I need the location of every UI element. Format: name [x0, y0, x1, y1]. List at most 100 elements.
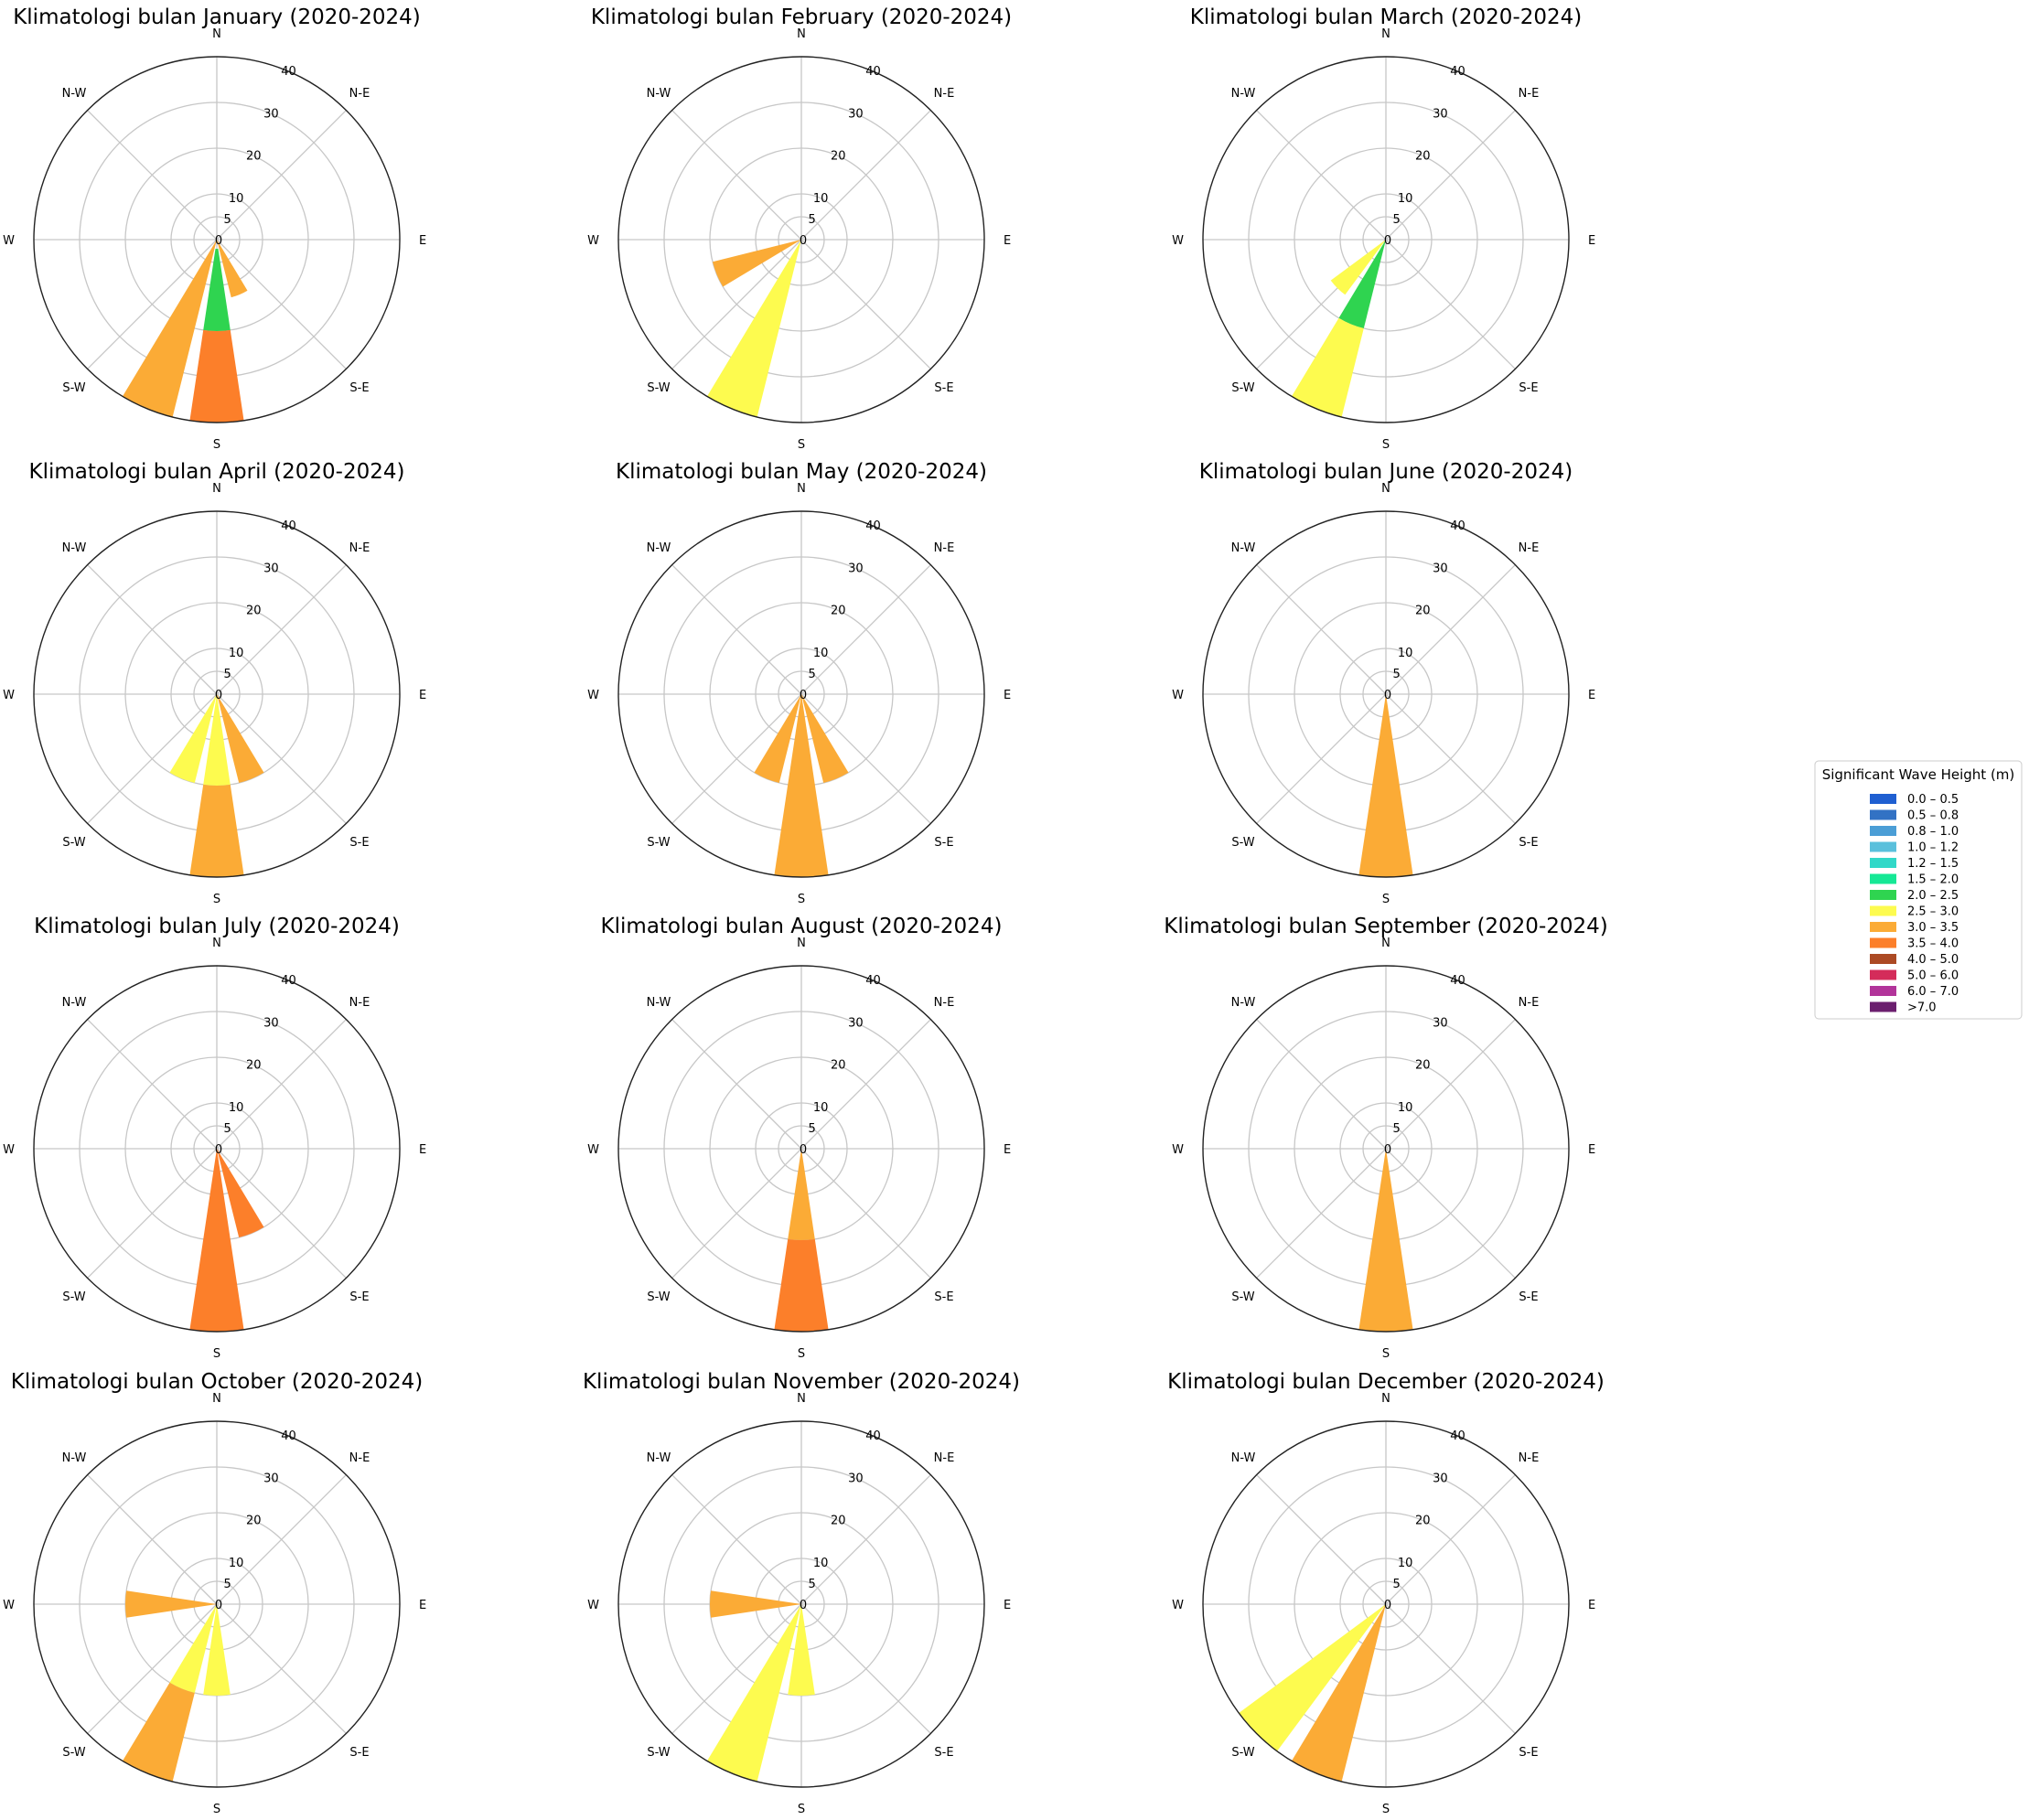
- windrose-bar-segment: [710, 1590, 801, 1618]
- grid-spoke: [671, 239, 802, 369]
- windrose-bar-segment: [169, 1604, 217, 1694]
- radial-tick-label: 10: [1398, 647, 1413, 660]
- legend-swatch: [1870, 794, 1896, 804]
- windrose-frame: [33, 965, 401, 1333]
- chart-title: Klimatologi bulan June (2020-2024): [1199, 460, 1573, 484]
- radial-tick-label: 20: [246, 150, 262, 164]
- direction-label: S-W: [647, 1746, 670, 1760]
- radial-tick-label: 40: [865, 974, 881, 988]
- legend-swatch: [1870, 905, 1896, 916]
- windrose-bar-segment: [1358, 694, 1413, 877]
- chart-title: Klimatologi bulan May (2020-2024): [616, 460, 987, 484]
- direction-label: E: [1004, 234, 1011, 248]
- windrose-frame: [617, 510, 985, 878]
- direction-label: N: [1381, 937, 1390, 950]
- direction-label: S-E: [1519, 1290, 1538, 1304]
- grid-spoke: [671, 1019, 802, 1150]
- radial-tick-label: 40: [281, 974, 296, 988]
- direction-label: N-W: [62, 541, 87, 555]
- direction-label: S: [213, 438, 220, 452]
- radial-tick-label: 10: [1398, 1101, 1413, 1115]
- direction-label: N-E: [934, 1451, 955, 1465]
- direction-label: E: [419, 1599, 426, 1612]
- windrose-bar-segment: [1291, 1604, 1386, 1783]
- direction-label: N-W: [1231, 996, 1256, 1010]
- windrose-frame: [617, 965, 985, 1333]
- radial-tick-label: 30: [848, 107, 864, 121]
- direction-label: S-E: [934, 1746, 953, 1760]
- legend-label: 0.8 – 1.0: [1907, 825, 1959, 839]
- radial-tick-label: 10: [1398, 192, 1413, 206]
- radial-tick-label: 5: [1392, 213, 1400, 227]
- radial-tick-label: 5: [808, 1578, 815, 1591]
- direction-label: N-E: [1519, 1451, 1540, 1465]
- windrose-bar-segment: [788, 1604, 815, 1696]
- grid-spoke: [87, 1603, 218, 1734]
- windrose-bar-segment: [189, 329, 244, 423]
- direction-label: S-W: [1231, 1290, 1254, 1304]
- legend-label: 1.0 – 1.2: [1907, 841, 1959, 855]
- legend-frame: [1814, 760, 2023, 1020]
- windrose-frame: [617, 56, 985, 423]
- windrose-panel: 05 10 20 30 40 N N-E E S-E S S-W W N-W Klimatologi bu…: [1164, 915, 1608, 1361]
- grid-spoke: [87, 1148, 218, 1279]
- radial-tick-label: 5: [223, 213, 231, 227]
- grid-spoke: [216, 1474, 347, 1605]
- radial-tick-label: 5: [1392, 1122, 1400, 1136]
- direction-label: W: [1172, 1599, 1184, 1612]
- direction-label: S-W: [647, 836, 670, 850]
- radial-tick-label: 40: [865, 519, 881, 533]
- radial-tick-label: 20: [1415, 150, 1431, 164]
- direction-label: S-E: [1519, 836, 1538, 850]
- grid-spoke: [216, 110, 347, 241]
- grid-spoke: [1256, 564, 1387, 695]
- legend-entries: 0.0 – 0.5 0.5 – 0.8 0.8 – 1.0 1.0 – 1.2 1.2 …: [1870, 793, 1959, 1015]
- radial-tick-label: 20: [831, 1059, 846, 1073]
- radial-tick-label: 30: [848, 1016, 864, 1030]
- radial-tick-label: 10: [229, 647, 244, 660]
- chart-title: Klimatologi bulan August (2020-2024): [601, 915, 1003, 938]
- grid-spoke: [800, 1603, 931, 1734]
- radial-tick-label: 0: [800, 1599, 807, 1612]
- chart-title: Klimatologi bulan March (2020-2024): [1190, 5, 1583, 29]
- direction-label: S: [213, 893, 220, 906]
- radial-tick-label: 40: [1450, 519, 1465, 533]
- grid-spoke: [800, 693, 931, 824]
- direction-label: S-W: [62, 1290, 85, 1304]
- radial-tick-label: 0: [1384, 1599, 1391, 1612]
- radial-tick-label: 10: [813, 647, 829, 660]
- direction-label: N: [797, 27, 806, 41]
- direction-label: N-E: [934, 996, 955, 1010]
- windrose-bar-segment: [1291, 317, 1364, 418]
- direction-label: S-E: [349, 836, 369, 850]
- grid-spoke: [1385, 1603, 1516, 1734]
- grid-spoke: [1385, 693, 1516, 824]
- direction-label: S-E: [1519, 1746, 1538, 1760]
- direction-label: S: [213, 1347, 220, 1361]
- windrose-panel: 05 10 20 30 40 N N-E E S-E S S-W W N-W Klimatologi bu…: [587, 460, 1011, 906]
- windrose-frame: [1202, 56, 1570, 423]
- windrose-bar-segment: [754, 694, 801, 784]
- windrose-panel: 05 10 20 30 40 N N-E E S-E S S-W W N-W Klimatologi bu…: [1172, 5, 1595, 452]
- radial-tick-label: 0: [215, 1143, 222, 1157]
- radial-tick-label: 10: [813, 1101, 829, 1115]
- direction-label: N: [797, 482, 806, 496]
- radial-tick-label: 0: [215, 689, 222, 702]
- grid-spoke: [1385, 1019, 1516, 1150]
- grid-spoke: [800, 564, 931, 695]
- legend-label: 0.0 – 0.5: [1907, 793, 1959, 807]
- windrose-frame: [33, 510, 401, 878]
- windrose-frame: [1202, 510, 1570, 878]
- legend-title: Significant Wave Height (m): [1822, 766, 2015, 783]
- radial-tick-label: 20: [1415, 1515, 1431, 1528]
- legend-label: 0.5 – 0.8: [1907, 809, 1959, 823]
- direction-label: S: [1382, 1803, 1390, 1816]
- windrose-bar-segment: [712, 240, 801, 287]
- direction-label: N-W: [647, 541, 671, 555]
- direction-label: N-W: [1231, 1451, 1256, 1465]
- radial-tick-label: 5: [223, 668, 231, 681]
- direction-label: W: [1172, 689, 1184, 702]
- direction-label: E: [419, 689, 426, 702]
- direction-label: N-E: [349, 541, 370, 555]
- direction-label: N: [212, 937, 221, 950]
